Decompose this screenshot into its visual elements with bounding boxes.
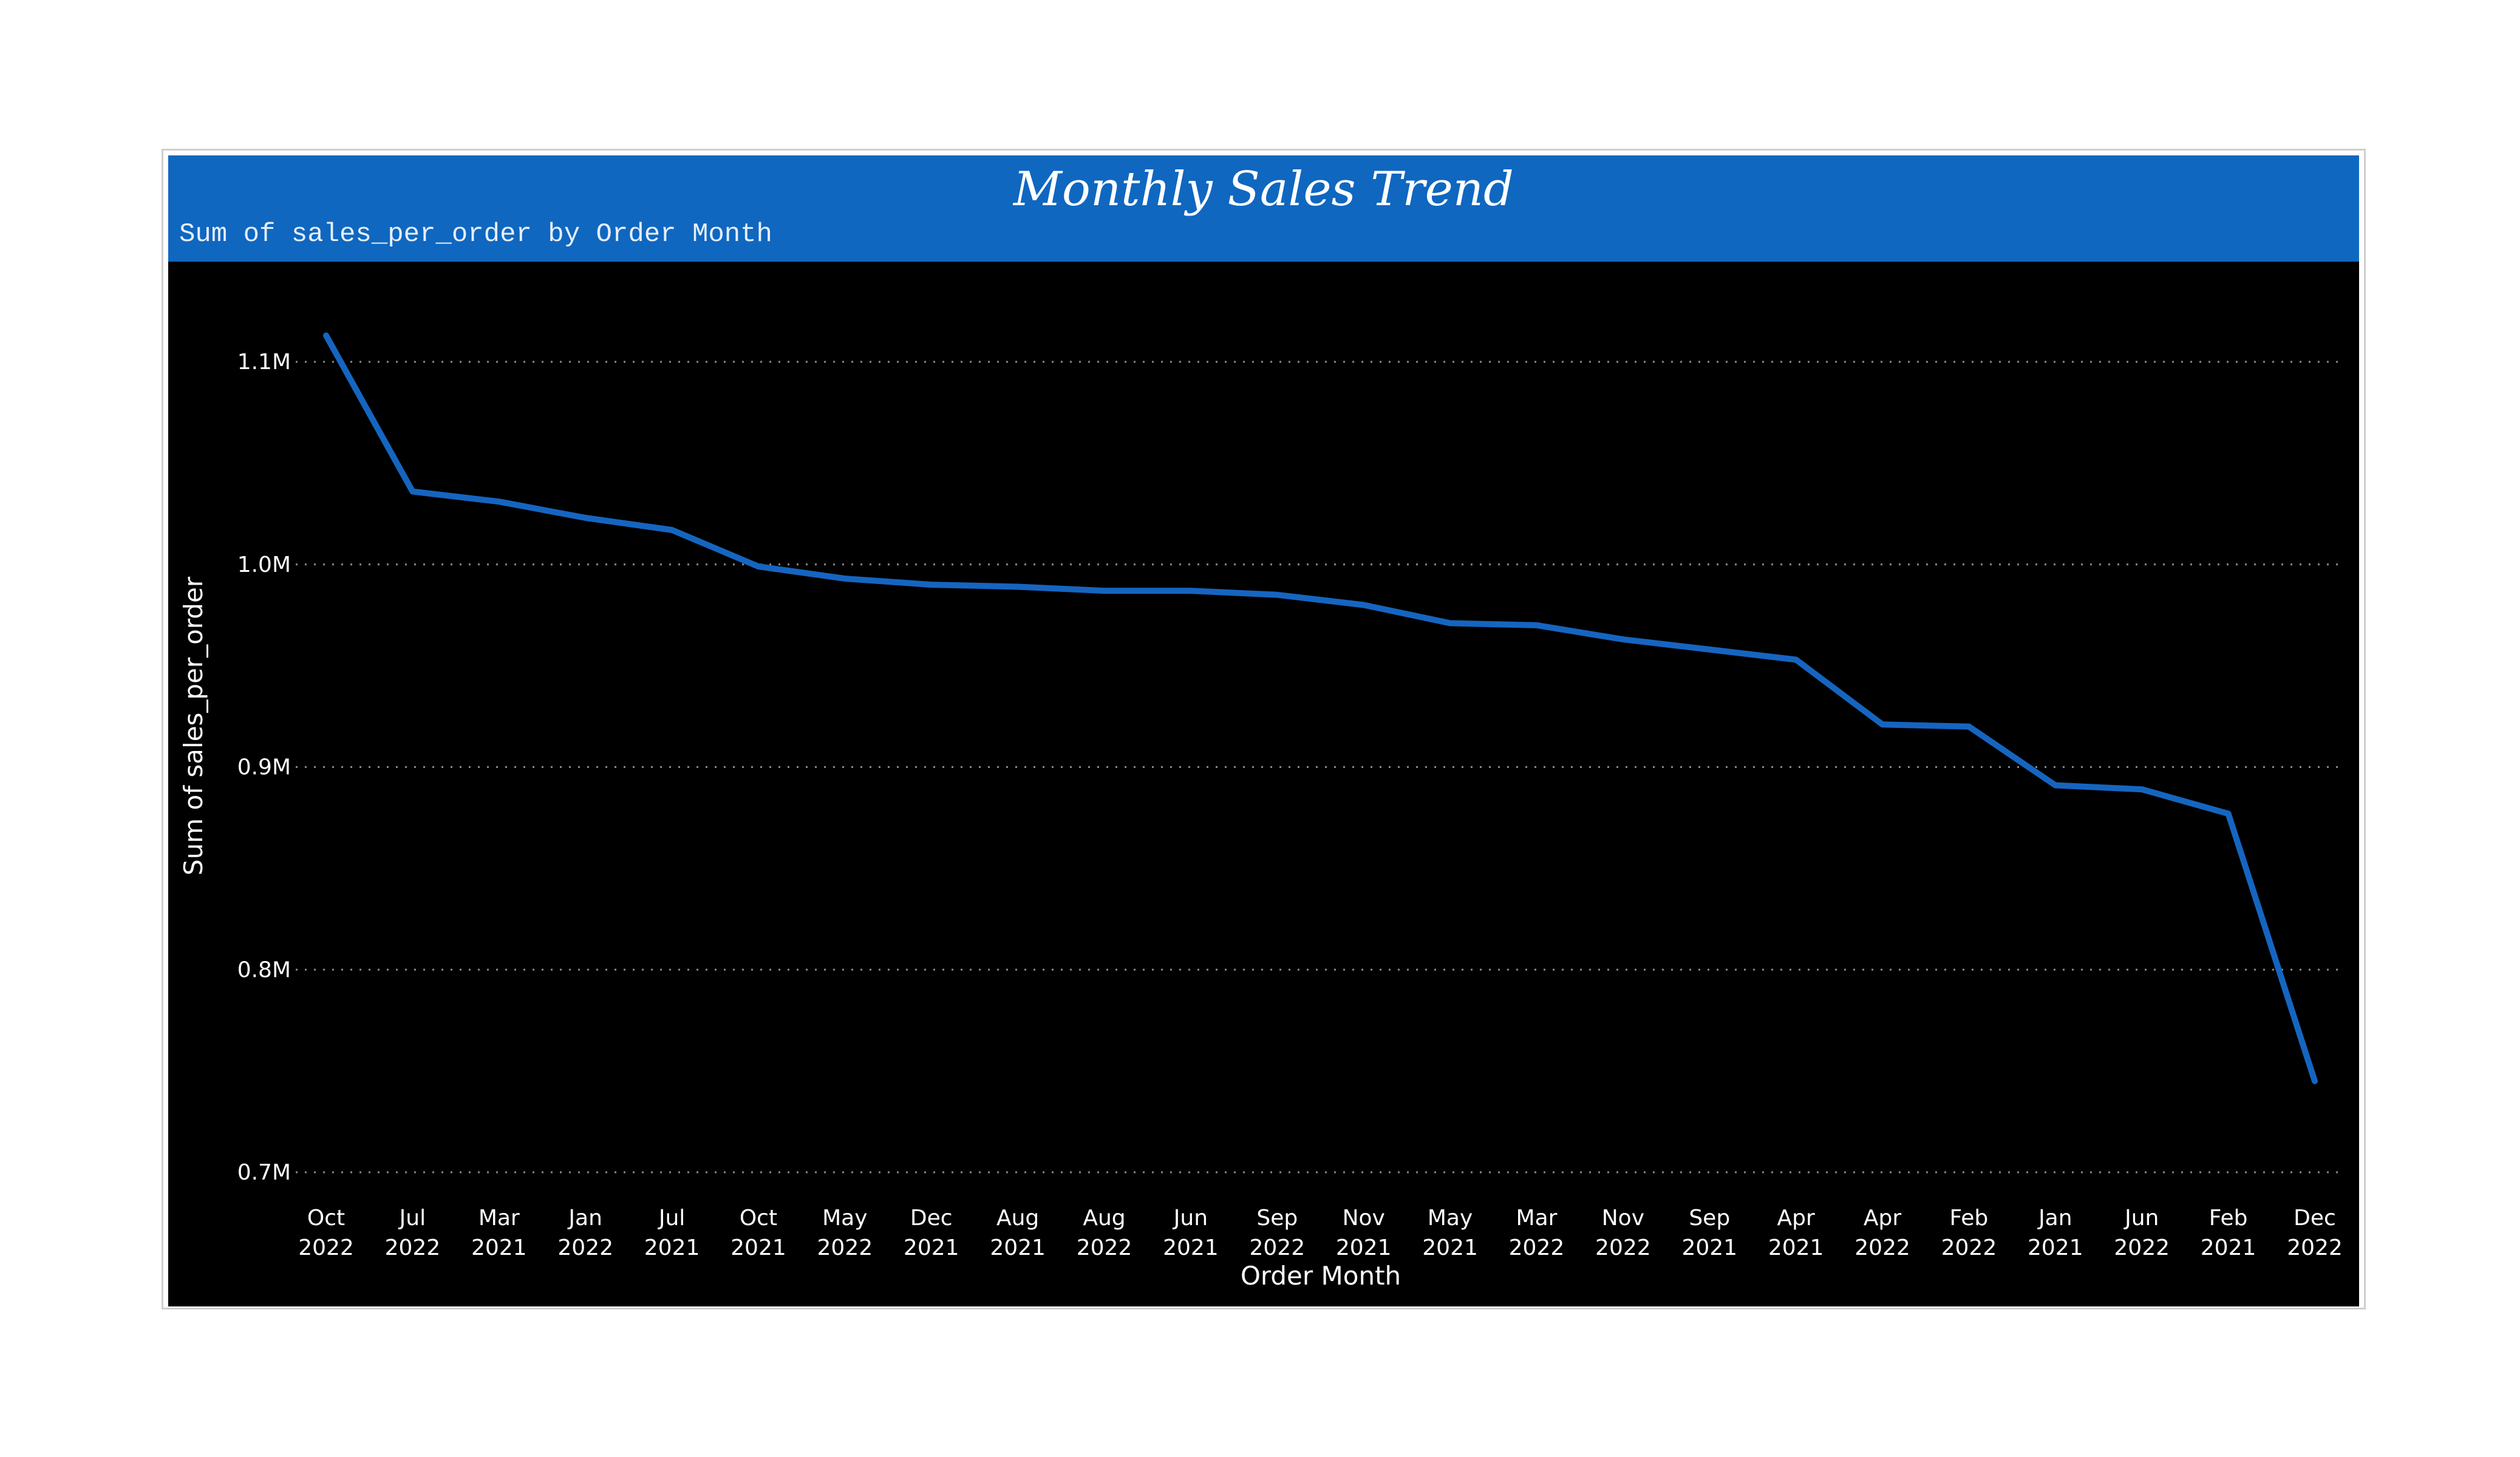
chart-subtitle: Sum of sales_per_order by Order Month xyxy=(179,219,772,250)
x-tick-label: Jun 2022 xyxy=(2114,1206,2170,1260)
data-point[interactable] xyxy=(1615,631,1632,648)
line-chart: 0.7M 0.8M 0.9M 1.0M 1.1M Oct 2022 Jul 2022 Mar 20… xyxy=(179,327,2345,1291)
x-tick-label: May 2021 xyxy=(1422,1206,1478,1260)
data-point[interactable] xyxy=(577,509,594,526)
data-point[interactable] xyxy=(1788,651,1805,668)
series-layer xyxy=(318,327,2323,1090)
x-tick-label: Jan 2021 xyxy=(2028,1206,2083,1260)
data-point[interactable] xyxy=(1269,586,1286,603)
x-tick-label: Nov 2021 xyxy=(1336,1206,1392,1260)
x-tick-label: Jan 2022 xyxy=(557,1206,613,1260)
y-axis-ticks: 0.7M 0.8M 0.9M 1.0M 1.1M xyxy=(237,350,291,1185)
data-point[interactable] xyxy=(318,327,335,344)
x-tick-label: Dec 2021 xyxy=(904,1206,959,1260)
x-tick-label: Apr 2021 xyxy=(1768,1206,1824,1260)
y-tick-label: 0.8M xyxy=(237,957,291,982)
y-axis-title: Sum of sales_per_order xyxy=(179,576,208,875)
x-tick-label: Jul 2021 xyxy=(644,1206,700,1260)
data-point[interactable] xyxy=(750,558,767,575)
data-point[interactable] xyxy=(1182,582,1199,599)
x-tick-label: Nov 2022 xyxy=(1595,1206,1651,1260)
y-tick-label: 1.0M xyxy=(237,552,291,577)
x-tick-label: Jul 2022 xyxy=(385,1206,441,1260)
data-point[interactable] xyxy=(1874,716,1891,733)
data-point[interactable] xyxy=(2220,805,2237,822)
x-tick-label: Oct 2021 xyxy=(730,1206,786,1260)
x-tick-label: Aug 2022 xyxy=(1077,1206,1132,1260)
series-line[interactable] xyxy=(323,332,2318,1084)
data-point[interactable] xyxy=(2306,1073,2323,1090)
chart-title: Monthly Sales Trend xyxy=(1013,162,1514,217)
data-point[interactable] xyxy=(836,570,853,587)
x-tick-label: Apr 2022 xyxy=(1854,1206,1910,1260)
x-tick-label: Feb 2021 xyxy=(2201,1206,2256,1260)
x-tick-label: Aug 2021 xyxy=(990,1206,1046,1260)
data-point[interactable] xyxy=(1009,578,1026,595)
chart-visual[interactable]: Monthly Sales Trend Sum of sales_per_ord… xyxy=(168,155,2359,1306)
x-tick-label: Feb 2022 xyxy=(1941,1206,1997,1260)
data-point[interactable] xyxy=(404,483,421,500)
data-point[interactable] xyxy=(1442,615,1459,632)
x-tick-label: Dec 2022 xyxy=(2287,1206,2343,1260)
y-tick-label: 1.1M xyxy=(237,350,291,375)
x-tick-label: Mar 2022 xyxy=(1509,1206,1565,1260)
data-point[interactable] xyxy=(1355,597,1372,614)
data-point[interactable] xyxy=(664,521,681,538)
y-tick-label: 0.7M xyxy=(237,1160,291,1185)
data-point[interactable] xyxy=(1528,617,1545,634)
x-tick-label: Sep 2022 xyxy=(1249,1206,1305,1260)
x-tick-label: May 2022 xyxy=(817,1206,873,1260)
x-tick-label: Jun 2021 xyxy=(1163,1206,1219,1260)
gridlines xyxy=(296,361,2345,1173)
x-axis-title: Order Month xyxy=(1241,1261,1401,1291)
data-point[interactable] xyxy=(923,576,940,593)
x-tick-label: Mar 2021 xyxy=(471,1206,527,1260)
data-point[interactable] xyxy=(2047,777,2064,794)
x-tick-label: Oct 2022 xyxy=(298,1206,354,1260)
chart-visual-frame: Monthly Sales Trend Sum of sales_per_ord… xyxy=(162,149,2366,1309)
data-point[interactable] xyxy=(1096,582,1113,599)
data-point[interactable] xyxy=(2133,781,2150,798)
data-point[interactable] xyxy=(491,493,508,510)
data-point[interactable] xyxy=(1701,641,1718,658)
data-point[interactable] xyxy=(1960,718,1977,735)
chart-header: Monthly Sales Trend Sum of sales_per_ord… xyxy=(168,155,2359,262)
x-axis-ticks: Oct 2022 Jul 2022 Mar 2021 Jan 2022 Jul 2021 Oct 20… xyxy=(298,1206,2343,1260)
y-tick-label: 0.9M xyxy=(237,755,291,780)
x-tick-label: Sep 2021 xyxy=(1681,1206,1737,1260)
